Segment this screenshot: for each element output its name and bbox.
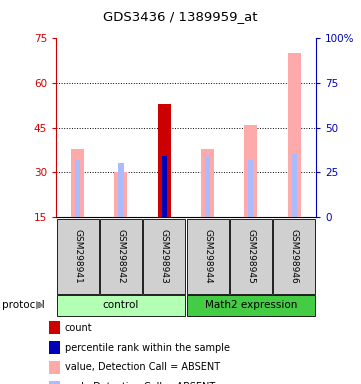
Text: GDS3436 / 1389959_at: GDS3436 / 1389959_at xyxy=(103,10,258,23)
Text: GSM298941: GSM298941 xyxy=(73,229,82,284)
Text: percentile rank within the sample: percentile rank within the sample xyxy=(65,343,230,353)
Bar xyxy=(244,125,257,217)
Text: GSM298943: GSM298943 xyxy=(160,229,169,284)
Text: value, Detection Call = ABSENT: value, Detection Call = ABSENT xyxy=(65,362,220,372)
Bar xyxy=(201,149,214,217)
Text: rank, Detection Call = ABSENT: rank, Detection Call = ABSENT xyxy=(65,382,215,384)
Bar xyxy=(248,160,253,217)
Bar xyxy=(75,160,80,217)
Bar xyxy=(158,104,171,217)
Text: GSM298944: GSM298944 xyxy=(203,229,212,284)
Bar xyxy=(205,156,210,217)
Text: GSM298945: GSM298945 xyxy=(247,229,255,284)
Bar xyxy=(288,53,301,217)
Text: control: control xyxy=(103,300,139,310)
Text: count: count xyxy=(65,323,93,333)
Bar xyxy=(292,153,297,217)
Text: protocol: protocol xyxy=(2,300,44,310)
Bar xyxy=(118,164,123,217)
Bar xyxy=(71,149,84,217)
Text: GSM298946: GSM298946 xyxy=(290,229,299,284)
Text: ▶: ▶ xyxy=(36,300,45,310)
Text: Math2 expression: Math2 expression xyxy=(205,300,297,310)
Bar xyxy=(114,172,127,217)
Bar xyxy=(162,156,167,217)
Text: GSM298942: GSM298942 xyxy=(117,229,125,284)
